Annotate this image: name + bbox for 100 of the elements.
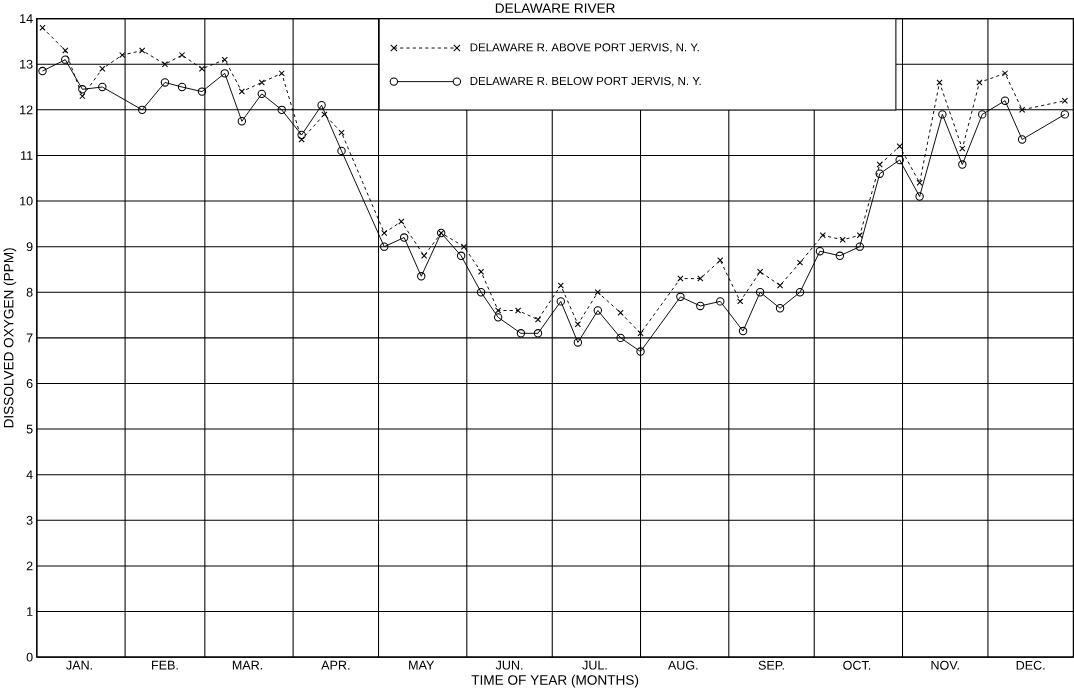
point bbox=[380, 242, 389, 251]
x-tick-label: SEP. bbox=[758, 660, 784, 670]
x-tick-label: MAR. bbox=[232, 660, 263, 670]
point bbox=[557, 282, 564, 289]
point bbox=[895, 155, 904, 165]
point bbox=[398, 218, 405, 225]
point bbox=[796, 259, 804, 266]
point bbox=[938, 110, 947, 119]
point bbox=[676, 292, 685, 302]
point bbox=[238, 88, 245, 95]
y-tick-label: 10 bbox=[20, 196, 33, 206]
point bbox=[738, 326, 748, 336]
y-tick-label: 12 bbox=[20, 105, 33, 115]
point bbox=[617, 309, 624, 316]
point bbox=[855, 242, 865, 251]
point bbox=[456, 251, 466, 260]
point bbox=[1060, 110, 1070, 119]
x-tick-label: AUG. bbox=[667, 660, 698, 670]
point bbox=[220, 69, 229, 78]
point bbox=[258, 79, 265, 86]
point bbox=[717, 257, 724, 264]
point bbox=[637, 330, 644, 337]
y-tick-label: 11 bbox=[21, 151, 33, 160]
point bbox=[476, 288, 486, 297]
y-tick-label: 6 bbox=[26, 379, 33, 388]
point bbox=[317, 101, 326, 110]
point bbox=[896, 143, 903, 150]
y-tick-label: 5 bbox=[26, 424, 33, 434]
point bbox=[696, 301, 705, 311]
point bbox=[1017, 135, 1027, 144]
point bbox=[493, 313, 503, 322]
y-tick-label: 2 bbox=[26, 561, 33, 571]
point bbox=[755, 288, 765, 297]
point bbox=[757, 268, 764, 275]
y-axis-title: DISSOLVED OXYGEN (PPM) bbox=[3, 248, 17, 428]
point bbox=[835, 251, 845, 260]
point bbox=[556, 297, 565, 306]
point bbox=[1061, 97, 1068, 104]
point bbox=[1001, 70, 1009, 77]
x-tick-label: JUN. bbox=[495, 660, 523, 670]
point bbox=[677, 275, 684, 282]
x-tick-label: JAN. bbox=[66, 660, 92, 670]
y-tick-label: 7 bbox=[26, 333, 33, 343]
point bbox=[978, 110, 987, 119]
point bbox=[959, 145, 966, 152]
y-tick-label: 9 bbox=[26, 242, 33, 252]
point bbox=[776, 282, 784, 289]
point bbox=[916, 179, 923, 186]
point bbox=[534, 316, 542, 323]
point bbox=[460, 243, 468, 250]
point bbox=[278, 70, 285, 77]
point bbox=[976, 79, 983, 86]
x-tick-label: FEB. bbox=[152, 660, 178, 670]
point bbox=[495, 307, 502, 314]
x-tick-label: JUL. bbox=[582, 660, 607, 670]
point bbox=[257, 89, 266, 99]
point bbox=[737, 298, 744, 305]
y-tick-label: 3 bbox=[26, 515, 33, 525]
point bbox=[958, 160, 967, 169]
point bbox=[574, 321, 582, 328]
point bbox=[876, 161, 883, 168]
point bbox=[915, 192, 924, 201]
point bbox=[420, 252, 428, 259]
point bbox=[477, 268, 485, 275]
point bbox=[1000, 96, 1010, 105]
x-tick-label: DEC. bbox=[1016, 660, 1045, 670]
point bbox=[875, 169, 884, 178]
point bbox=[399, 233, 409, 242]
point bbox=[795, 288, 805, 297]
x-tick-label: OCT. bbox=[843, 660, 871, 670]
x-tick-label: APR. bbox=[321, 660, 350, 670]
point bbox=[516, 329, 526, 338]
point bbox=[775, 304, 785, 313]
point bbox=[716, 297, 725, 306]
point bbox=[815, 247, 825, 256]
point bbox=[819, 232, 826, 239]
point bbox=[573, 338, 583, 347]
x-axis-title: TIME OF YEAR (MONTHS) bbox=[471, 674, 639, 688]
point bbox=[697, 275, 704, 282]
y-tick-label: 14 bbox=[20, 14, 33, 23]
point bbox=[936, 79, 943, 86]
point bbox=[514, 307, 522, 314]
point bbox=[636, 347, 645, 356]
point bbox=[381, 229, 388, 237]
legend-label: DELAWARE R. ABOVE PORT JERVIS, N. Y. bbox=[470, 43, 699, 53]
y-tick-label: 13 bbox=[20, 59, 33, 69]
y-tick-label: 0 bbox=[26, 652, 33, 662]
point bbox=[616, 333, 625, 343]
point bbox=[297, 130, 306, 140]
y-tick-label: 1 bbox=[27, 607, 33, 616]
point bbox=[856, 232, 863, 239]
point bbox=[839, 236, 846, 243]
y-tick-label: 4 bbox=[26, 470, 33, 480]
point bbox=[321, 111, 328, 118]
chart-title: DELAWARE RIVER bbox=[495, 3, 615, 13]
x-tick-label: NOV. bbox=[931, 660, 959, 670]
point bbox=[417, 272, 426, 281]
point bbox=[594, 289, 601, 296]
point bbox=[338, 129, 345, 136]
legend-label: DELAWARE R. BELOW PORT JERVIS, N. Y. bbox=[470, 76, 701, 87]
